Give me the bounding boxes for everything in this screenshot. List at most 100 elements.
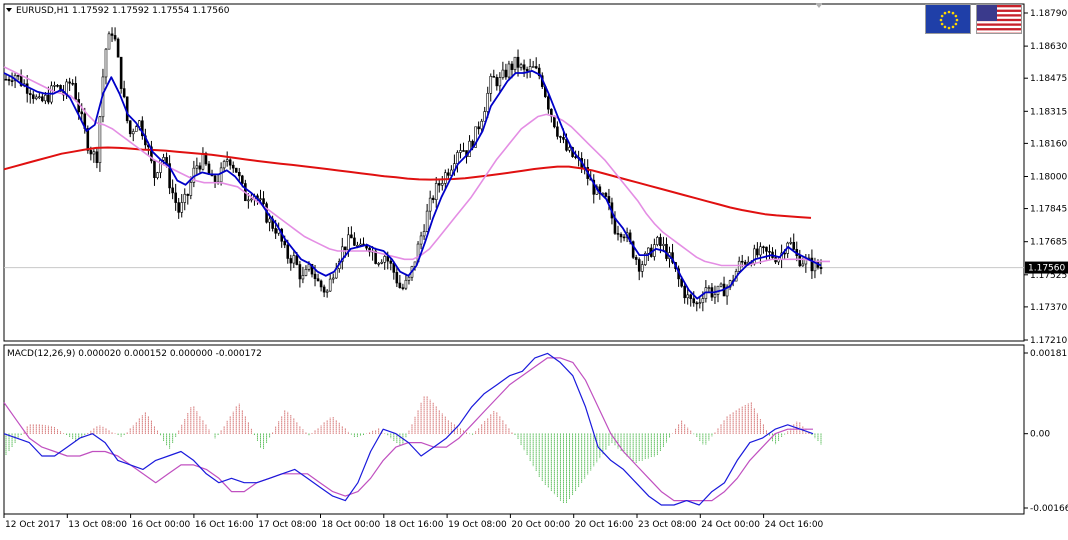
candle-body (295, 255, 299, 265)
candle-body (168, 163, 171, 189)
candle-body (662, 243, 665, 246)
candle-body (692, 298, 696, 304)
macd-tick-label: 0.00 (1030, 430, 1050, 440)
candle-body (768, 251, 771, 253)
candle-body (74, 83, 77, 100)
candle-body (759, 246, 762, 256)
mid-moving-average-line (3, 66, 830, 267)
candle-body (468, 140, 471, 157)
candle-body (34, 96, 38, 99)
time-tick-label: 20 Oct 00:00 (511, 520, 570, 530)
macd-tick-label: -0.001667 (1030, 504, 1068, 514)
candle-body (547, 96, 550, 110)
candle-body (213, 175, 217, 183)
candle-body (643, 253, 647, 265)
candle-body (592, 179, 596, 195)
candle-body (356, 244, 359, 247)
candle-body (353, 237, 356, 246)
candle-body (559, 136, 562, 138)
candle-body (316, 278, 320, 282)
us-stripe (977, 9, 1021, 12)
eu-flag-icon (925, 4, 971, 34)
candle-body (71, 82, 74, 85)
candle-body (637, 259, 641, 272)
candle-body (383, 256, 387, 263)
eu-star-icon (954, 14, 958, 18)
candle-body (150, 146, 153, 162)
candle-body (359, 243, 362, 246)
candle-body (171, 187, 174, 194)
candle-body (401, 287, 405, 289)
candle-body (259, 198, 262, 200)
eu-star-icon (943, 11, 947, 15)
eu-star-icon (940, 22, 944, 26)
candle-body (341, 246, 344, 262)
candle-body (347, 234, 350, 251)
candle-body (104, 48, 108, 78)
candle-body (695, 302, 699, 305)
candle-body (407, 276, 411, 281)
candle-body (156, 172, 159, 179)
candle-body (7, 79, 11, 81)
time-tick-label: 16 Oct 16:00 (195, 520, 254, 530)
candle-body (38, 96, 41, 99)
candle-body (237, 172, 241, 177)
candle-body (310, 264, 314, 275)
us-stripe (977, 14, 1021, 17)
eu-star-icon (951, 11, 955, 15)
candle-body (177, 202, 180, 213)
candle-body (634, 257, 638, 260)
candle-body (274, 228, 277, 234)
candle-body (743, 261, 747, 265)
price-tick-label: 1.18000 (1030, 173, 1067, 183)
candle-body (425, 210, 429, 232)
candle-body (4, 78, 8, 81)
candle-body (222, 161, 226, 169)
candle-body (207, 163, 211, 175)
macd-main-line (3, 352, 814, 506)
candle-body (398, 282, 402, 288)
candle-body (562, 137, 565, 140)
candle-body (325, 290, 329, 293)
candle-body (89, 150, 93, 155)
price-tick-label: 1.18475 (1030, 74, 1067, 84)
candle-body (56, 85, 59, 87)
candle-body (307, 264, 311, 270)
candle-body (486, 93, 490, 112)
candle-body (225, 159, 229, 162)
candle-body (389, 260, 393, 264)
candle-body (516, 56, 520, 68)
candle-body (719, 283, 723, 287)
main-panel-frame (3, 3, 1025, 342)
candle-body (53, 85, 56, 87)
candle-body (298, 264, 302, 280)
time-tick-label: 24 Oct 00:00 (701, 520, 760, 530)
candle-body (313, 273, 317, 280)
candle-body (113, 35, 117, 40)
eu-star-icon (955, 18, 959, 22)
price-tick-label: 1.18790 (1030, 9, 1067, 19)
candle-body (141, 120, 144, 137)
candle-body (437, 183, 441, 186)
candle-body (616, 233, 620, 235)
candle-body (322, 286, 326, 293)
candle-body (440, 183, 444, 186)
candle-body (428, 197, 432, 212)
candle-body (350, 234, 353, 239)
candle-body (319, 280, 323, 288)
candle-body (534, 66, 538, 69)
candle-body (556, 126, 559, 137)
time-tick-label: 18 Oct 00:00 (322, 520, 381, 530)
candle-body (231, 164, 235, 169)
candle-body (328, 278, 332, 292)
eu-star-icon (947, 10, 951, 14)
candle-body (686, 294, 689, 299)
candle-body (698, 302, 702, 304)
us-stripe (977, 23, 1021, 26)
candle-body (116, 38, 120, 58)
candle-body (459, 150, 462, 153)
candle-body (195, 165, 199, 169)
us-stripe (977, 5, 1021, 8)
price-tick-label: 1.18315 (1030, 107, 1067, 117)
candle-body (110, 33, 114, 36)
